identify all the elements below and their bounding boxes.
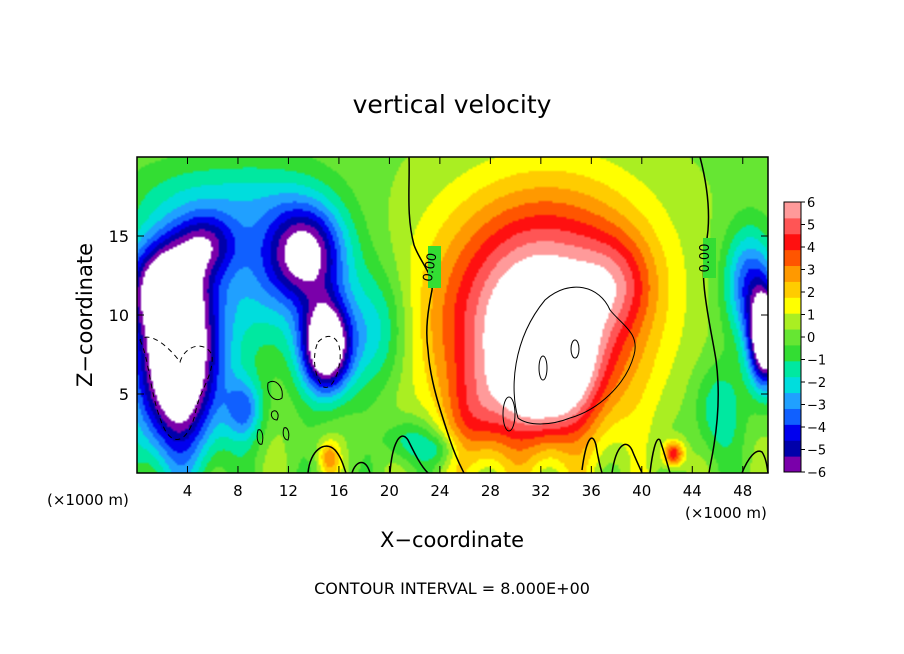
zero-contour-left: [408, 156, 465, 474]
colorbar-tick-label: 1: [807, 309, 815, 324]
colorbar-swatch: [784, 440, 801, 457]
small-contours: [256, 380, 290, 445]
colorbar-swatch: [784, 313, 801, 330]
colorbar-tick-label: 0: [807, 331, 815, 346]
colorbar-tick-label: −6: [807, 466, 826, 481]
contour-blob: [538, 355, 548, 381]
contour-dashed-downdraft: [314, 336, 341, 388]
colorbar-tick-label: 4: [807, 241, 815, 256]
contour-blob: [502, 396, 516, 432]
x-tick-label: 48: [733, 482, 752, 500]
colorbar-swatch: [784, 265, 801, 282]
contour-blob: [570, 339, 580, 359]
x-tick-label: 24: [430, 482, 449, 500]
colorbar-tick-label: 5: [807, 219, 815, 234]
colorbar-swatch: [784, 424, 801, 441]
colorbar-swatch: [784, 408, 801, 425]
x-tick-label: 8: [233, 482, 243, 500]
colorbar-swatch: [784, 233, 801, 251]
colorbar-swatch: [784, 249, 801, 267]
zero-contour-right: [699, 156, 719, 474]
colorbar-swatch: [784, 217, 801, 235]
colorbar-swatch: [784, 360, 801, 378]
colorbar-swatch: [784, 297, 801, 314]
x-tick-label: 12: [279, 482, 298, 500]
y-tick-label: 15: [109, 227, 129, 246]
colorbar-tick-label: 2: [807, 286, 815, 301]
x-tick-label: 32: [531, 482, 550, 500]
plot-area: 0.00 0.00: [136, 156, 769, 474]
colorbar-swatch: [784, 376, 801, 394]
surface-contours: [307, 435, 769, 474]
colorbar-swatch: [784, 456, 801, 473]
contour-label: 0.00: [698, 244, 713, 273]
contour-label-bg: [428, 246, 441, 288]
x-tick-label: 36: [582, 482, 601, 500]
x-unit-left: (×1000 m): [47, 491, 129, 509]
x-axis-label: X−coordinate: [380, 528, 524, 552]
y-tick-label: 10: [109, 306, 129, 325]
chart-title: vertical velocity: [353, 90, 552, 119]
colorbar: 6 5 4 3 2 1 0 −1 −2 −3 −4 −5 −6: [783, 196, 826, 481]
x-tick-label: 40: [632, 482, 651, 500]
contour-label: 0.00: [421, 252, 441, 283]
colorbar-tick-label: −5: [807, 444, 826, 459]
x-tick-label: 44: [683, 482, 702, 500]
colorbar-swatch: [784, 344, 801, 362]
x-tick-label: 4: [183, 482, 193, 500]
contour-ring-updraft: [513, 286, 636, 425]
colorbar-tick-label: 3: [807, 264, 815, 279]
y-axis-label: Z−coordinate: [73, 243, 97, 387]
x-unit-right: (×1000 m): [685, 504, 767, 522]
colorbar-tick-label: −4: [807, 421, 826, 436]
colorbar-tick-label: −2: [807, 376, 826, 391]
x-tick-label: 28: [481, 482, 500, 500]
x-tick-label: 20: [380, 482, 399, 500]
colorbar-tick-label: 6: [807, 196, 815, 211]
contour-label-bg: [703, 238, 716, 278]
colorbar-swatch: [784, 202, 801, 219]
contour-dashed-downdraft: [139, 336, 213, 440]
colorbar-swatch: [784, 392, 801, 409]
colorbar-swatch: [784, 329, 801, 346]
colorbar-swatch: [784, 281, 801, 298]
x-tick-label: 16: [329, 482, 348, 500]
y-tick-label: 5: [119, 385, 129, 404]
colorbar-tick-label: −3: [807, 399, 826, 414]
colorbar-tick-label: −1: [807, 354, 826, 369]
heatmap-field: [137, 157, 768, 473]
contour-interval-footer: CONTOUR INTERVAL = 8.000E+00: [314, 579, 590, 598]
